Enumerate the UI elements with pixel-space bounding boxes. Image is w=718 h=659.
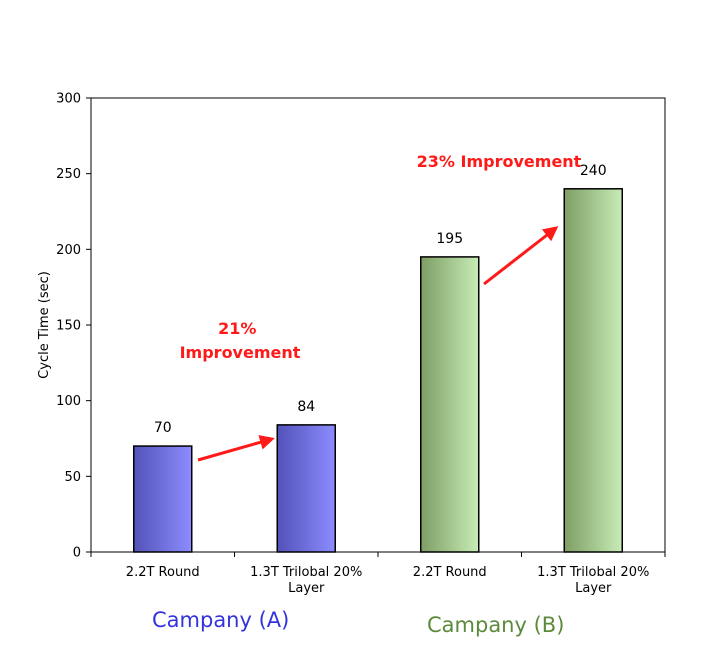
annotation-a-line-1: 21%: [218, 319, 256, 338]
data-label: 240: [580, 163, 607, 179]
annotation-b: 23% Improvement: [417, 152, 582, 171]
y-tick-label: 50: [64, 470, 81, 485]
x-tick-label-line: Layer: [575, 581, 612, 596]
y-tick-label: 300: [56, 92, 81, 107]
bar: [133, 445, 193, 553]
x-tick-label: 2.2T Round: [413, 565, 487, 580]
y-tick-label: 250: [56, 167, 81, 182]
x-tick-label-line: Layer: [288, 581, 325, 596]
group-label-a: Campany (A): [152, 608, 290, 632]
y-axis: 0 50 100 150 200 250 300: [56, 92, 91, 561]
improvement-arrows: [197, 226, 559, 462]
x-tick-label: 1.3T Trilobal 20% Layer: [250, 565, 362, 596]
y-tick-label: 100: [56, 394, 81, 409]
x-tick-label: 1.3T Trilobal 20% Layer: [537, 565, 649, 596]
bar: [420, 256, 480, 553]
x-tick-label-line: 1.3T Trilobal 20%: [537, 565, 649, 580]
group-label-b: Campany (B): [427, 613, 565, 637]
annotation-a-line-2: Improvement: [180, 343, 301, 362]
data-label: 84: [297, 399, 315, 415]
y-tick-label: 0: [73, 546, 81, 561]
improvement-arrow-b: [483, 226, 559, 286]
data-label: 70: [154, 420, 172, 436]
value-labels: 70 84 195 240: [154, 163, 607, 436]
data-label: 195: [436, 231, 463, 247]
bar: [276, 424, 336, 553]
y-axis-label: Cycle Time (sec): [37, 271, 52, 379]
bars: [133, 188, 623, 553]
x-tick-label-line: 2.2T Round: [413, 565, 487, 580]
y-tick-label: 150: [56, 319, 81, 334]
x-tick-label: 2.2T Round: [126, 565, 200, 580]
bar: [563, 188, 623, 553]
x-tick-label-line: 1.3T Trilobal 20%: [250, 565, 362, 580]
annotation-a: 21% Improvement: [180, 319, 301, 362]
improvement-arrow-a: [197, 435, 275, 462]
x-tick-label-line: 2.2T Round: [126, 565, 200, 580]
y-tick-label: 200: [56, 243, 81, 258]
